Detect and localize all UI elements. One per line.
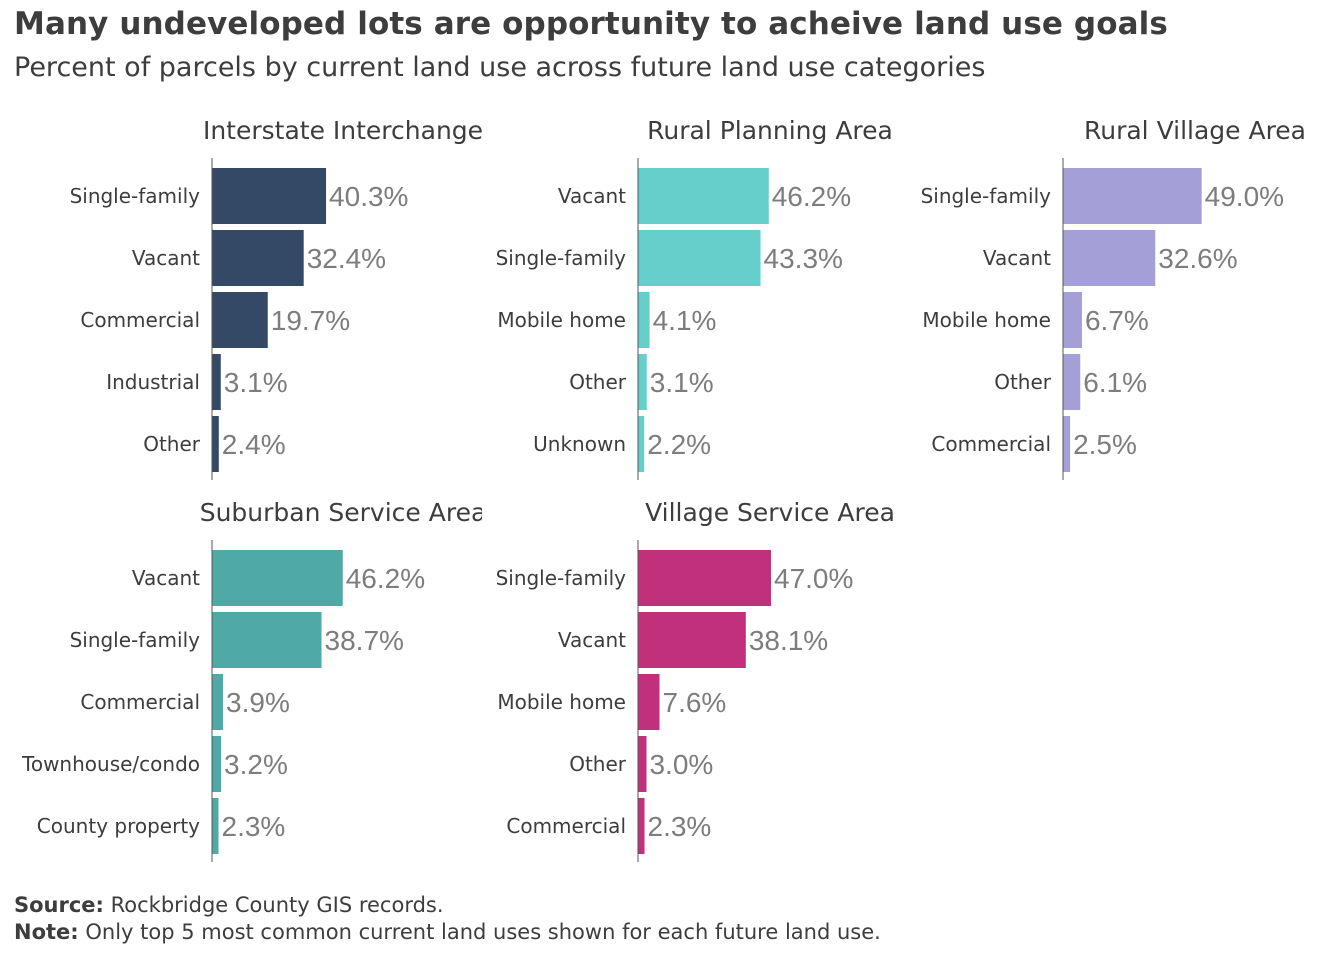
data-label: 2.2%	[647, 429, 711, 460]
data-label: 49.0%	[1205, 181, 1284, 212]
data-label: 46.2%	[346, 563, 425, 594]
panel-3: Rural Village Area Single-family 49.0% Vaca…	[921, 116, 1306, 480]
data-label: 38.7%	[325, 625, 404, 656]
category-label: Other	[143, 432, 201, 456]
data-label: 3.2%	[224, 749, 288, 780]
bar	[212, 736, 222, 792]
bar	[638, 798, 645, 854]
bar	[638, 736, 647, 792]
category-label: Commercial	[931, 432, 1051, 456]
data-label: 4.1%	[653, 305, 717, 336]
panel-title: Rural Village Area	[1084, 116, 1306, 145]
bar	[212, 550, 343, 606]
data-label: 32.6%	[1158, 243, 1237, 274]
data-label: 6.7%	[1085, 305, 1149, 336]
data-label: 3.1%	[224, 367, 288, 398]
data-label: 2.4%	[222, 429, 286, 460]
category-label: Single-family	[496, 566, 627, 590]
bar	[212, 798, 219, 854]
panel-4: Suburban Service Area Vacant 46.2% Single-f…	[21, 498, 487, 862]
bar	[212, 674, 224, 730]
category-label: Townhouse/condo	[21, 752, 200, 776]
data-label: 46.2%	[772, 181, 851, 212]
category-label: Other	[569, 370, 627, 394]
category-label: Commercial	[80, 308, 200, 332]
bar	[638, 230, 761, 286]
panel-5: Village Service Area Single-family 47.0% Va…	[496, 498, 895, 862]
panel-title: Village Service Area	[645, 498, 895, 527]
footer: Source: Rockbridge County GIS records. N…	[14, 892, 881, 946]
chart-subtitle: Percent of parcels by current land use a…	[14, 52, 986, 83]
panel-1: Interstate Interchange Single-family 40.3%…	[70, 116, 483, 480]
data-label: 7.6%	[663, 687, 727, 718]
data-label: 19.7%	[271, 305, 350, 336]
bar	[638, 168, 769, 224]
panel-title: Suburban Service Area	[200, 498, 487, 527]
category-label: County property	[37, 814, 200, 838]
chart-title: Many undeveloped lots are opportunity to…	[14, 6, 1168, 42]
category-label: Vacant	[132, 246, 200, 270]
note-text: Only top 5 most common current land uses…	[85, 920, 881, 944]
bar	[638, 292, 650, 348]
category-label: Mobile home	[497, 690, 626, 714]
bar	[1063, 416, 1071, 472]
category-label: Commercial	[506, 814, 626, 838]
bar	[212, 612, 322, 668]
bar	[1063, 168, 1202, 224]
bar	[212, 230, 304, 286]
data-label: 2.3%	[222, 811, 286, 842]
panel-title: Interstate Interchange	[203, 116, 483, 145]
category-label: Mobile home	[922, 308, 1051, 332]
bar	[638, 612, 746, 668]
category-label: Commercial	[80, 690, 200, 714]
data-label: 3.1%	[650, 367, 714, 398]
bar	[212, 168, 327, 224]
data-label: 2.5%	[1073, 429, 1137, 460]
data-label: 43.3%	[764, 243, 843, 274]
note-label: Note:	[14, 920, 79, 944]
bar	[212, 292, 268, 348]
panel-title: Rural Planning Area	[647, 116, 893, 145]
bar	[638, 674, 660, 730]
category-label: Single-family	[70, 628, 201, 652]
data-label: 40.3%	[329, 181, 408, 212]
data-label: 38.1%	[749, 625, 828, 656]
bar	[638, 416, 645, 472]
data-label: 2.3%	[648, 811, 712, 842]
source-line: Source: Rockbridge County GIS records.	[14, 892, 881, 919]
data-label: 3.9%	[226, 687, 290, 718]
bar	[212, 416, 219, 472]
bar	[212, 354, 221, 410]
category-label: Single-family	[70, 184, 201, 208]
bar	[1063, 354, 1081, 410]
category-label: Vacant	[983, 246, 1051, 270]
category-label: Other	[569, 752, 627, 776]
category-label: Unknown	[533, 432, 626, 456]
bar	[638, 550, 772, 606]
panel-2: Rural Planning Area Vacant 46.2% Single-fam…	[496, 116, 893, 480]
category-label: Vacant	[132, 566, 200, 590]
category-label: Vacant	[558, 184, 626, 208]
category-label: Other	[994, 370, 1052, 394]
note-line: Note: Only top 5 most common current lan…	[14, 919, 881, 946]
data-label: 47.0%	[774, 563, 853, 594]
bar	[1063, 230, 1156, 286]
category-label: Vacant	[558, 628, 626, 652]
category-label: Industrial	[106, 370, 200, 394]
category-label: Single-family	[496, 246, 627, 270]
data-label: 32.4%	[307, 243, 386, 274]
source-text: Rockbridge County GIS records.	[110, 893, 444, 917]
data-label: 6.1%	[1083, 367, 1147, 398]
bar	[1063, 292, 1082, 348]
data-label: 3.0%	[649, 749, 713, 780]
category-label: Mobile home	[497, 308, 626, 332]
bar	[638, 354, 647, 410]
category-label: Single-family	[921, 184, 1052, 208]
source-label: Source:	[14, 893, 104, 917]
